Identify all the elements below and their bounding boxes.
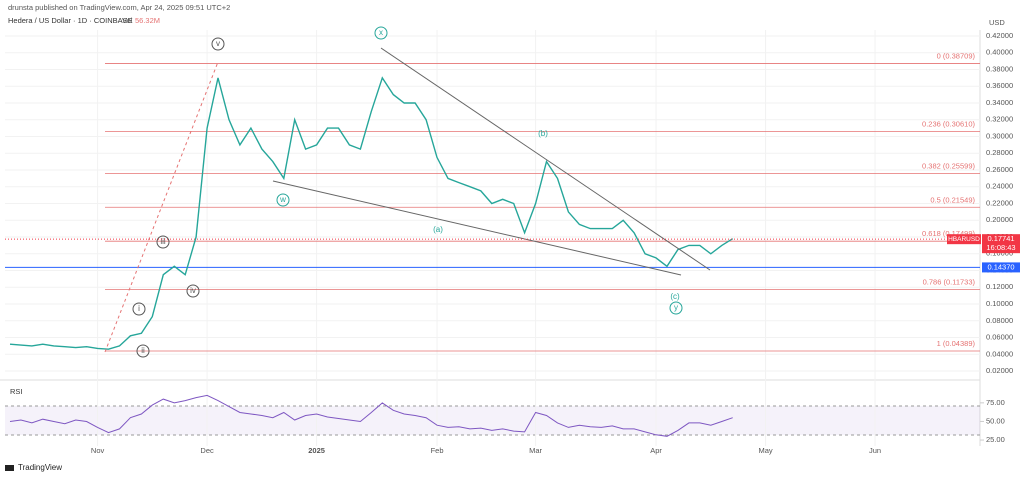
y-tick-label: 0.16000 xyxy=(986,249,1013,258)
brand-logo xyxy=(5,465,14,471)
wave-label: (c) xyxy=(670,292,680,301)
wave-circle xyxy=(374,26,388,40)
fib-label: 0.382 (0.25599) xyxy=(922,161,975,170)
wave-label: (b) xyxy=(538,129,548,138)
fib-label: 0.618 (0.17499) xyxy=(922,229,975,238)
y-tick-label: 0.06000 xyxy=(986,333,1013,342)
price-box-label: 0.14370 xyxy=(987,262,1014,271)
wave-line xyxy=(104,61,219,353)
wedge-lower xyxy=(272,180,682,276)
annotations: v x w (a) (b) (c) y iii iv i ii xyxy=(104,26,711,358)
x-tick-label: Dec xyxy=(200,446,214,455)
wave-circle xyxy=(132,302,146,316)
rsi-tick-label: 75.00 xyxy=(986,398,1005,407)
x-tick-label: Jun xyxy=(869,446,881,455)
y-tick-label: 0.32000 xyxy=(986,115,1013,124)
wave-circle xyxy=(211,37,225,51)
wave-label: x xyxy=(379,28,383,37)
x-tick-label: Mar xyxy=(529,446,542,455)
wave-label: iv xyxy=(190,286,196,295)
x-tick-label: Feb xyxy=(431,446,444,455)
wave-label: iii xyxy=(160,237,166,246)
y-tick-label: 0.22000 xyxy=(986,198,1013,207)
y-tick-label: 0.04000 xyxy=(986,349,1013,358)
x-tick-label: 2025 xyxy=(308,446,325,455)
countdown: 16:08:43 xyxy=(986,243,1015,252)
fib-label: 0.786 (0.11733) xyxy=(923,277,976,286)
wave-label: v xyxy=(216,39,220,48)
rsi-line xyxy=(9,394,733,437)
symbol-box xyxy=(947,234,981,245)
volume: 56.32M xyxy=(135,16,160,25)
rsi-tick-label: 50.00 xyxy=(986,416,1005,425)
last-price-box xyxy=(982,234,1020,254)
volume-label: Vol xyxy=(122,16,133,25)
rsi-tick-label: 25.00 xyxy=(986,435,1005,444)
y-tick-label: 0.42000 xyxy=(986,31,1013,40)
y-tick-label: 0.26000 xyxy=(986,165,1013,174)
wave-label: y xyxy=(674,303,678,312)
currency: USD xyxy=(989,18,1005,27)
symbol-label: HBARUSD xyxy=(948,236,980,243)
wave-circle xyxy=(669,301,683,315)
y-tick-label: 0.24000 xyxy=(986,182,1013,191)
y-tick-label: 0.20000 xyxy=(986,215,1013,224)
brand: TradingView xyxy=(18,463,62,472)
y-tick-label: 0.12000 xyxy=(986,282,1013,291)
y-tick-label: 0.28000 xyxy=(986,148,1013,157)
price-box xyxy=(982,262,1020,273)
rsi-title: RSI xyxy=(10,387,23,396)
wave-label: (a) xyxy=(433,225,443,234)
wave-circle xyxy=(136,344,150,358)
fib-label: 0.236 (0.30610) xyxy=(922,119,975,128)
wave-label: ii xyxy=(141,346,145,355)
x-tick-label: May xyxy=(758,446,772,455)
last-price-label: 0.17741 xyxy=(987,234,1014,243)
y-tick-label: 0.02000 xyxy=(986,366,1013,375)
publisher: drunsta published on TradingView.com, Ap… xyxy=(8,3,230,12)
y-tick-label: 0.10000 xyxy=(986,299,1013,308)
wave-circle xyxy=(156,235,170,249)
fib-label: 1 (0.04389) xyxy=(937,339,976,348)
wave-circle xyxy=(276,193,290,207)
wave-circle xyxy=(186,284,200,298)
wave-label: i xyxy=(138,304,140,313)
x-tick-label: Apr xyxy=(650,446,662,455)
wedge-upper xyxy=(380,47,711,271)
y-tick-label: 0.08000 xyxy=(986,316,1013,325)
y-tick-label: 0.34000 xyxy=(986,98,1013,107)
y-tick-label: 0.40000 xyxy=(986,48,1013,57)
y-tick-label: 0.30000 xyxy=(986,131,1013,140)
y-tick-label: 0.38000 xyxy=(986,64,1013,73)
fib-label: 0.5 (0.21549) xyxy=(930,195,975,204)
wave-label: w xyxy=(279,195,286,204)
fib-label: 0 (0.38709) xyxy=(937,52,976,61)
x-tick-label: Nov xyxy=(91,446,105,455)
symbol: Hedera / US Dollar · 1D · COINBASE xyxy=(8,16,133,25)
price-line xyxy=(9,76,734,350)
y-tick-label: 0.36000 xyxy=(986,81,1013,90)
